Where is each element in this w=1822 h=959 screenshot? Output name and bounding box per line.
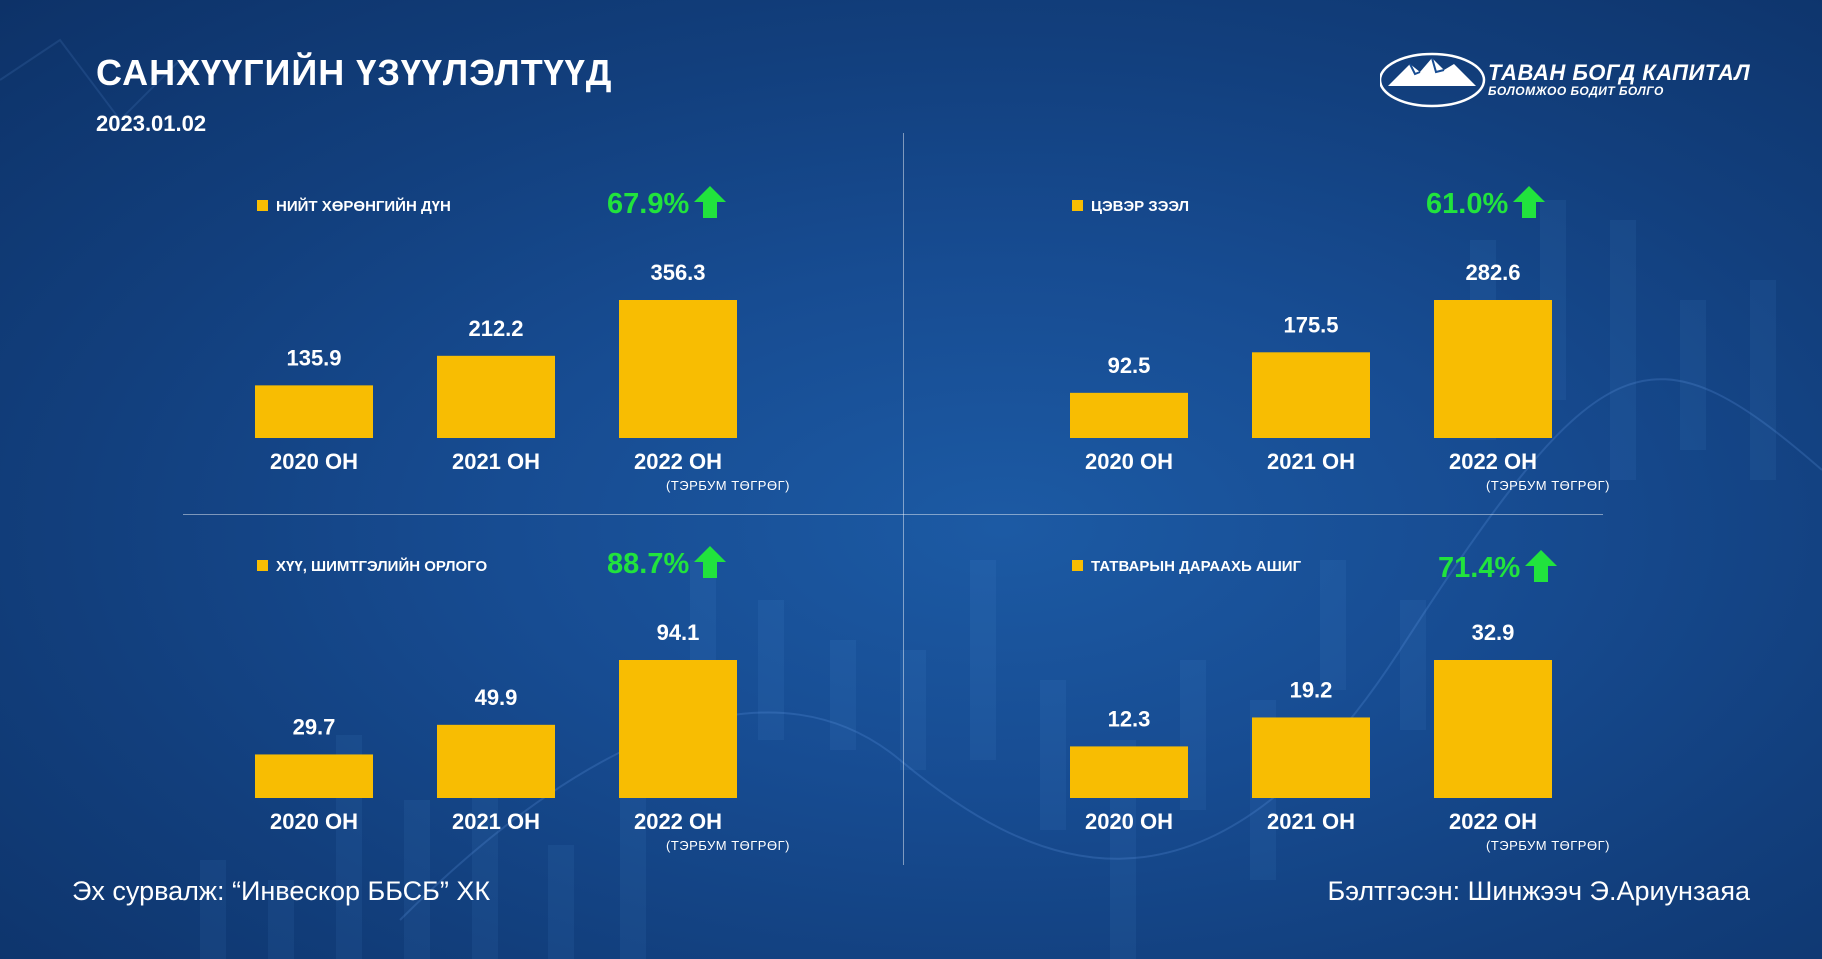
legend-swatch (1072, 559, 1083, 571)
vertical-divider (903, 133, 904, 865)
growth-net-loans: 61.0% (1426, 186, 1546, 222)
data-label: 282.6 (1465, 260, 1520, 285)
bar (619, 660, 737, 798)
category-label: 2021 ОН (1267, 809, 1355, 834)
logo-tagline: БОЛОМЖОО БОДИТ БОЛГО (1488, 84, 1664, 98)
bar-chart-net-loans: 92.5 2020 ОН 175.5 2021 ОН 282.6 2022 ОН (1070, 260, 1552, 474)
growth-value: 88.7% (607, 548, 690, 580)
growth-net-profit: 71.4% (1438, 550, 1558, 586)
category-label: 2022 ОН (1449, 809, 1537, 834)
category-label: 2022 ОН (634, 449, 722, 474)
chart-net-loans: ЦЭВЭР ЗЭЭЛ 61.0% 92.5 2020 ОН 175.5 2021 ОН… (998, 168, 1618, 498)
report-date: 2023.01.02 (96, 111, 207, 136)
growth-total-assets: 67.9% (607, 186, 727, 222)
up-arrow-icon (1513, 186, 1546, 219)
bar-chart-interest-income: 29.7 2020 ОН 49.9 2021 ОН 94.1 2022 ОН (255, 620, 737, 834)
category-label: 2022 ОН (634, 809, 722, 834)
legend-total-assets: НИЙТ ХӨРӨНГИЙН ДҮН (257, 198, 451, 215)
data-label: 49.9 (475, 685, 518, 710)
bar (255, 754, 373, 798)
chart-total-assets: НИЙТ ХӨРӨНГИЙН ДҮН 67.9% 135.9 2020 ОН 212… (183, 168, 803, 498)
unit-label: (ТЭРБУМ ТӨГРӨГ) (1486, 478, 1610, 493)
data-label: 29.7 (293, 714, 336, 739)
up-arrow-icon (1525, 550, 1558, 583)
page-title: САНХҮҮГИЙН ҮЗҮҮЛЭЛТҮҮД (96, 52, 613, 93)
legend-net-loans: ЦЭВЭР ЗЭЭЛ (1072, 198, 1189, 215)
legend-swatch (257, 559, 268, 571)
data-label: 175.5 (1283, 312, 1338, 337)
legend-label: ЦЭВЭР ЗЭЭЛ (1091, 198, 1189, 215)
bar-chart-total-assets: 135.9 2020 ОН 212.2 2021 ОН 356.3 2022 ОН (255, 260, 737, 474)
chart-interest-income: ХҮҮ, ШИМТГЭЛИЙН ОРЛОГО 88.7% 29.7 2020 ОН… (183, 528, 803, 858)
bar-chart-net-profit: 12.3 2020 ОН 19.2 2021 ОН 32.9 2022 ОН (1070, 620, 1552, 834)
prepared-by-note: Бэлтгэсэн: Шинжээч Э.Ариунзаяа (1327, 876, 1750, 906)
data-label: 356.3 (650, 260, 705, 285)
bar (619, 300, 737, 438)
category-label: 2020 ОН (1085, 449, 1173, 474)
category-label: 2021 ОН (452, 449, 540, 474)
unit-label: (ТЭРБУМ ТӨГРӨГ) (666, 478, 790, 493)
growth-value: 71.4% (1438, 552, 1521, 584)
bar (1252, 717, 1370, 798)
unit-label: (ТЭРБУМ ТӨГРӨГ) (666, 838, 790, 853)
growth-value: 67.9% (607, 188, 690, 220)
chart-net-profit: ТАТВАРЫН ДАРААХЬ АШИГ 71.4% 12.3 2020 ОН 1… (998, 528, 1618, 858)
legend-label: ХҮҮ, ШИМТГЭЛИЙН ОРЛОГО (276, 558, 488, 575)
up-arrow-icon (694, 186, 727, 219)
legend-label: ТАТВАРЫН ДАРААХЬ АШИГ (1091, 558, 1302, 575)
legend-label: НИЙТ ХӨРӨНГИЙН ДҮН (276, 198, 451, 215)
bar (255, 385, 373, 438)
growth-interest-income: 88.7% (607, 546, 727, 582)
category-label: 2022 ОН (1449, 449, 1537, 474)
unit-label: (ТЭРБУМ ТӨГРӨГ) (1486, 838, 1610, 853)
data-label: 12.3 (1108, 706, 1151, 731)
category-label: 2021 ОН (452, 809, 540, 834)
bar (437, 724, 555, 798)
data-label: 135.9 (286, 345, 341, 370)
category-label: 2021 ОН (1267, 449, 1355, 474)
company-logo (1380, 52, 1486, 108)
category-label: 2020 ОН (1085, 809, 1173, 834)
source-note: Эх сурвалж: “Инвескор ББСБ” ХК (72, 876, 491, 906)
data-label: 94.1 (657, 620, 700, 645)
data-label: 32.9 (1472, 620, 1515, 645)
bar (1070, 392, 1188, 438)
legend-net-profit: ТАТВАРЫН ДАРААХЬ АШИГ (1072, 558, 1301, 575)
horizontal-divider (183, 514, 1603, 515)
growth-value: 61.0% (1426, 188, 1509, 220)
bar (1252, 352, 1370, 438)
up-arrow-icon (694, 546, 727, 579)
bar (1434, 300, 1552, 438)
bar (437, 355, 555, 438)
legend-swatch (1072, 199, 1083, 211)
category-label: 2020 ОН (270, 449, 358, 474)
bar (1070, 746, 1188, 798)
data-label: 212.2 (468, 316, 523, 341)
legend-interest-income: ХҮҮ, ШИМТГЭЛИЙН ОРЛОГО (257, 558, 487, 575)
data-label: 92.5 (1108, 353, 1151, 378)
bar (1434, 660, 1552, 798)
data-label: 19.2 (1290, 677, 1333, 702)
category-label: 2020 ОН (270, 809, 358, 834)
logo-name: ТАВАН БОГД КАПИТАЛ (1488, 60, 1751, 85)
legend-swatch (257, 199, 268, 211)
